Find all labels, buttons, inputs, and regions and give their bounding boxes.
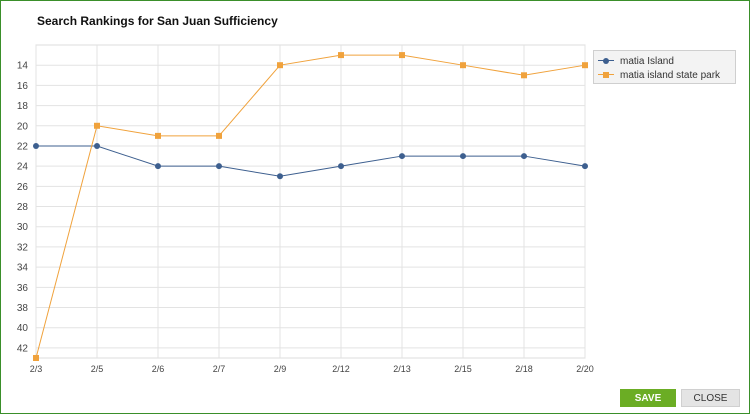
y-tick-label: 18 (17, 101, 29, 112)
x-tick-label: 2/15 (454, 364, 472, 374)
y-tick-label: 20 (17, 121, 29, 132)
y-tick-label: 36 (17, 283, 29, 294)
data-point (399, 52, 405, 59)
chart-grid (35, 44, 586, 359)
data-point (33, 142, 39, 149)
y-tick-label: 34 (17, 263, 29, 274)
data-point (33, 355, 39, 361)
chart-series (33, 52, 588, 361)
data-point (216, 132, 222, 139)
y-tick-label: 26 (17, 182, 29, 193)
y-tick-label: 22 (17, 141, 29, 152)
y-tick-label: 42 (17, 343, 29, 354)
data-point (216, 163, 222, 170)
y-tick-label: 14 (17, 61, 29, 72)
y-tick-label: 28 (17, 202, 29, 213)
data-point (338, 52, 344, 59)
y-tick-label: 40 (17, 323, 29, 334)
y-axis-ticks: 14 16 18 20 22 24 26 28 30 32 34 36 38 40 42 (17, 61, 29, 355)
legend-marker-icon (598, 56, 614, 66)
x-tick-label: 2/7 (213, 364, 226, 374)
data-point (277, 62, 283, 69)
plot-area (35, 44, 586, 359)
legend-label: matia island state park (620, 69, 721, 81)
legend-item-series-2[interactable]: matia island state park (598, 68, 720, 82)
series-line-2 (35, 54, 586, 359)
y-tick-label: 16 (17, 81, 29, 92)
data-point (155, 163, 161, 170)
save-button[interactable]: SAVE (620, 389, 676, 407)
x-tick-label: 2/9 (274, 364, 287, 374)
data-point (582, 163, 588, 170)
chart-title: Search Rankings for San Juan Sufficiency (37, 14, 278, 28)
legend-marker-icon (598, 70, 614, 80)
x-tick-label: 2/3 (30, 364, 43, 374)
close-button[interactable]: CLOSE (681, 389, 740, 407)
x-tick-label: 2/20 (576, 364, 594, 374)
x-axis-ticks: 2/3 2/5 2/6 2/7 2/9 2/12 2/13 2/15 2/18 2/20 (30, 364, 594, 374)
y-tick-label: 32 (17, 242, 29, 253)
data-point (521, 153, 527, 160)
data-point (155, 132, 161, 139)
data-point (460, 62, 466, 69)
data-point (94, 122, 100, 129)
y-tick-label: 24 (17, 162, 29, 173)
legend-item-series-1[interactable]: matia Island (598, 54, 674, 68)
data-point (94, 142, 100, 149)
data-point (521, 72, 527, 79)
chart-legend: matia Island matia island state park (593, 50, 736, 84)
x-tick-label: 2/5 (91, 364, 104, 374)
data-point (399, 153, 405, 160)
data-point (582, 62, 588, 69)
x-tick-label: 2/13 (393, 364, 411, 374)
x-tick-label: 2/18 (515, 364, 533, 374)
legend-label: matia Island (620, 55, 674, 67)
data-point (277, 173, 283, 180)
data-point (338, 163, 344, 170)
y-tick-label: 30 (17, 222, 29, 233)
y-tick-label: 38 (17, 303, 29, 314)
x-tick-label: 2/6 (152, 364, 165, 374)
x-tick-label: 2/12 (332, 364, 350, 374)
data-point (460, 153, 466, 160)
series-line-1 (36, 145, 586, 177)
